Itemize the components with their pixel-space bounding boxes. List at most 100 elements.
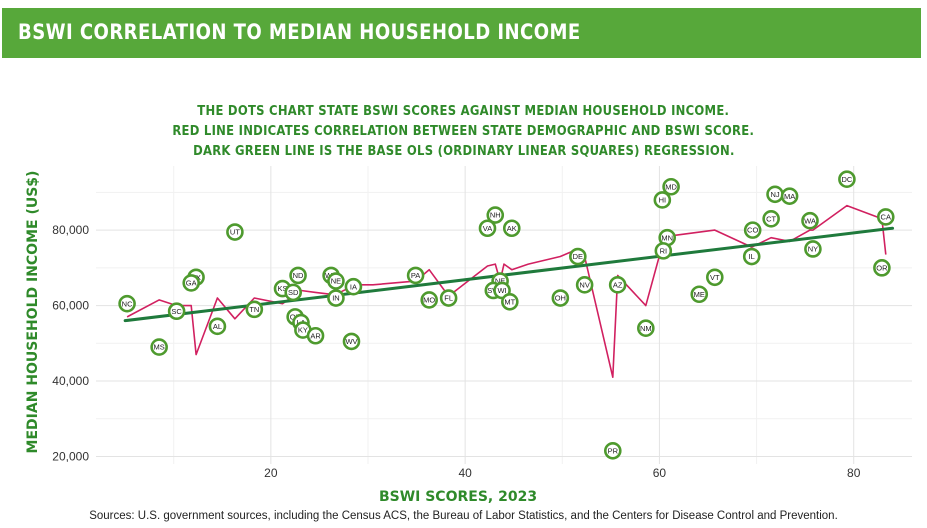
data-point-dc: DC	[838, 170, 856, 189]
data-point-ca: CA	[876, 208, 895, 226]
data-point-marker	[876, 208, 895, 226]
data-point-sc: SC	[167, 302, 186, 321]
data-point-il: IL	[742, 247, 761, 266]
data-point-marker	[873, 259, 891, 277]
data-point-label: NH	[490, 211, 501, 220]
data-point-de: DE	[569, 247, 587, 266]
data-point-label: OR	[876, 263, 888, 272]
data-point-marker	[801, 211, 819, 230]
data-point-nd: ND	[289, 266, 307, 285]
data-point-marker	[284, 283, 303, 302]
data-point-label: MT	[504, 297, 515, 306]
data-point-marker	[662, 177, 680, 196]
data-point-in: IN	[327, 289, 345, 307]
data-point-ut: UT	[226, 223, 244, 241]
x-tick-label: 60	[653, 466, 667, 480]
data-point-label: DE	[573, 252, 583, 261]
data-point-label: MS	[154, 343, 165, 352]
page-title: BSWI CORRELATION TO MEDIAN HOUSEHOLD INC…	[18, 20, 581, 44]
data-point-ia: IA	[344, 277, 363, 296]
data-point-sd: SD	[284, 283, 303, 302]
data-point-label: AR	[310, 331, 321, 340]
data-point-label: WV	[345, 337, 357, 346]
data-point-label: NM	[640, 324, 652, 333]
data-point-label: IL	[749, 252, 755, 261]
data-point-marker	[327, 272, 345, 290]
header-banner: BSWI CORRELATION TO MEDIAN HOUSEHOLD INC…	[2, 8, 921, 58]
data-point-label: NE	[495, 277, 505, 286]
data-point-marker	[569, 247, 587, 266]
data-point-co: CO	[743, 221, 762, 239]
data-point-label: CA	[881, 213, 891, 222]
chart-subtitle-line-2: RED LINE INDICATES CORRELATION BETWEEN S…	[172, 123, 755, 139]
data-point-label: MN	[661, 233, 673, 242]
data-point-ma: MA	[780, 187, 799, 205]
data-point-mt: MT	[501, 292, 519, 311]
data-point-ms: MS	[150, 338, 168, 356]
data-point-label: HI	[659, 196, 667, 205]
data-point-label: WA	[804, 216, 816, 225]
data-point-marker	[344, 277, 363, 296]
gridlines	[96, 166, 912, 464]
data-point-label: SD	[288, 288, 299, 297]
data-point-label: NY	[808, 245, 818, 254]
data-point-marker	[167, 302, 186, 321]
data-point-label: IN	[332, 294, 340, 303]
data-point-label: AK	[507, 224, 517, 233]
data-point-fl: FL	[439, 289, 458, 307]
data-point-marker	[637, 319, 655, 338]
data-point-vt: VT	[705, 268, 724, 287]
data-point-wa: WA	[801, 211, 819, 230]
x-axis-ticks: 20 40 60 80	[264, 466, 861, 480]
chart-subtitle-line-3: DARK GREEN LINE IS THE BASE OLS (ORDINAR…	[192, 143, 735, 159]
data-point-marker	[342, 332, 361, 351]
data-point-marker	[653, 191, 672, 209]
y-axis-title: MEDIAN HOUSEHOLD INCOME (US$)	[25, 171, 41, 454]
scatter-chart: 20,000 40,000 60,000 80,000 20 40 60 80 NC MS SC…	[25, 166, 912, 505]
data-point-label: ND	[293, 271, 304, 280]
y-axis-ticks: 20,000 40,000 60,000 80,000	[52, 223, 89, 463]
data-point-nh: NH	[486, 206, 505, 224]
data-point-label: TN	[249, 305, 259, 314]
x-tick-label: 20	[264, 466, 278, 480]
data-point-label: VT	[710, 273, 720, 282]
data-point-marker	[226, 223, 244, 241]
data-point-marker	[478, 219, 497, 238]
y-tick-label: 60,000	[52, 299, 89, 313]
correlation-line	[126, 204, 887, 379]
data-point-label: KY	[298, 326, 308, 335]
data-point-label: AZ	[613, 280, 623, 289]
data-point-marker	[306, 326, 325, 345]
data-point-ri: RI	[654, 242, 673, 260]
data-point-label: FL	[444, 294, 453, 303]
data-point-mo: MO	[420, 291, 439, 309]
data-point-marker	[654, 242, 673, 260]
data-point-wv: WV	[342, 332, 361, 351]
data-point-al: AL	[208, 317, 227, 336]
data-point-marker	[289, 266, 307, 285]
data-point-label: AL	[213, 322, 222, 331]
data-point-label: CO	[747, 226, 758, 235]
data-point-label: DC	[841, 175, 852, 184]
x-axis-title: BSWI SCORES, 2023	[379, 489, 537, 505]
data-point-nc: NC	[118, 294, 136, 313]
data-point-label: KS	[278, 284, 288, 293]
data-point-label: RI	[660, 246, 668, 255]
data-point-label: MO	[423, 296, 435, 305]
data-point-marker	[762, 210, 780, 228]
source-note: Sources: U.S. government sources, includ…	[89, 510, 838, 522]
data-point-marker	[118, 294, 136, 313]
data-point-marker	[502, 219, 521, 238]
chart-subtitle-line-1: THE DOTS CHART STATE BSWI SCORES AGAINST…	[197, 103, 730, 119]
data-point-marker	[743, 221, 762, 239]
data-point-marker	[208, 317, 227, 336]
data-point-or: OR	[873, 259, 891, 277]
data-point-marker	[245, 300, 264, 319]
data-point-marker	[150, 338, 168, 356]
data-point-label: MA	[784, 192, 795, 201]
data-point-label: MD	[665, 182, 677, 191]
data-point-label: SC	[171, 307, 182, 316]
data-point-marker	[575, 276, 594, 294]
x-tick-label: 40	[458, 466, 472, 480]
data-point-label: WI	[497, 286, 506, 295]
